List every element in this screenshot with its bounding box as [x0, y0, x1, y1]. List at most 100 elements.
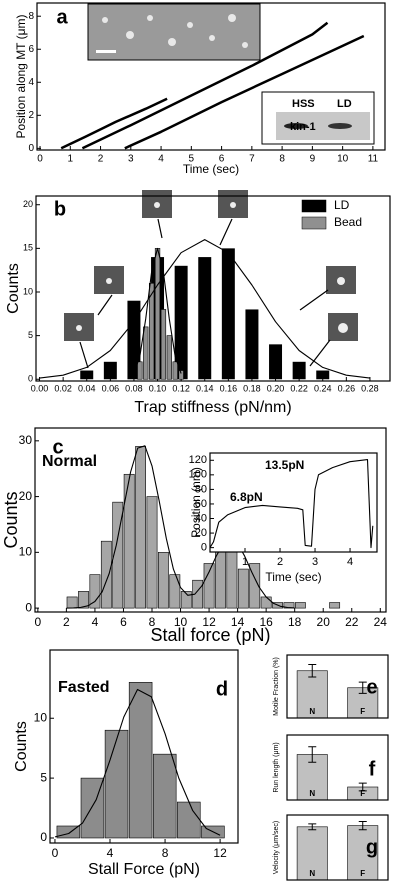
- histogram-bar: [160, 309, 167, 380]
- y-tick-label: 100: [189, 469, 207, 481]
- x-tick-label: 0.08: [125, 383, 143, 393]
- annotation: HSS: [292, 98, 315, 110]
- x-axis-label: Time (sec): [265, 570, 321, 584]
- x-tick-label: 14: [231, 615, 245, 629]
- histogram-bar: [148, 282, 155, 380]
- category-label: F: [360, 789, 365, 798]
- plot-frame: [286, 814, 389, 881]
- annotation: LD: [337, 98, 352, 110]
- y-axis-label: Counts: [13, 721, 30, 772]
- histogram-bar: [178, 370, 184, 380]
- histogram-bar: [203, 563, 215, 609]
- error-bar: [358, 782, 367, 792]
- y-tick-label: 15: [23, 243, 33, 253]
- data-line: [133, 247, 182, 374]
- x-axis-label: Trap stiffness (pN/nm): [134, 399, 291, 416]
- y-axis-label: Position (nm): [189, 467, 203, 538]
- x-tick-label: 0: [37, 154, 43, 165]
- scale-bar: [96, 50, 116, 53]
- x-tick-label: 2: [63, 615, 70, 629]
- x-tick-label: 12: [213, 846, 227, 860]
- y-axis-label: Run length (μm): [273, 742, 280, 792]
- bar: [347, 825, 379, 881]
- category-label: F: [360, 707, 365, 716]
- micrograph-dots: [102, 14, 248, 48]
- x-tick-label: 4: [107, 846, 114, 860]
- micrograph: [87, 3, 261, 61]
- gel-band: [328, 123, 352, 129]
- data-line: [66, 445, 295, 609]
- histogram-bar: [112, 501, 124, 609]
- x-tick-label: 0.22: [290, 383, 308, 393]
- x-tick-label: 1: [68, 154, 74, 165]
- data-line: [60, 97, 168, 150]
- histogram-bar: [172, 361, 178, 380]
- y-tick-label: 2: [28, 110, 34, 121]
- inset-background: [210, 453, 377, 552]
- y-tick-label: 20: [19, 489, 33, 503]
- bar: [80, 370, 94, 380]
- x-tick-label: 16: [259, 615, 273, 629]
- bar: [292, 361, 306, 380]
- bar: [316, 370, 330, 380]
- x-tick-label: 4: [158, 154, 164, 165]
- histogram-bar: [260, 596, 272, 609]
- x-tick-label: 0.14: [196, 383, 214, 393]
- annotation: 13.5pN: [265, 458, 304, 472]
- error-bar: [358, 821, 367, 831]
- panel-label: b: [54, 198, 66, 220]
- histogram-bar: [237, 568, 249, 609]
- annotation: 6.8pN: [230, 490, 263, 504]
- y-tick-label: 60: [195, 498, 207, 510]
- histogram-bar: [143, 326, 149, 380]
- x-tick-label: 1: [242, 556, 248, 568]
- x-tick-label: 4: [347, 556, 353, 568]
- plot-frame: [36, 2, 386, 151]
- bar: [221, 248, 235, 380]
- x-tick-label: 8: [279, 154, 285, 165]
- y-tick-label: 80: [195, 483, 207, 495]
- bar: [127, 300, 141, 380]
- data-line: [209, 459, 374, 549]
- legend-swatch: [301, 216, 327, 230]
- y-tick-label: 0: [28, 374, 33, 384]
- histogram-bar: [78, 591, 89, 609]
- y-tick-label: 0: [201, 542, 207, 554]
- x-tick-label: 0.26: [338, 383, 356, 393]
- legend-swatch: [301, 199, 327, 213]
- y-tick-label: 10: [19, 545, 33, 559]
- x-tick-label: 18: [288, 615, 302, 629]
- y-tick-label: 0: [40, 830, 47, 844]
- bar: [198, 257, 212, 380]
- panel-label: f: [369, 758, 376, 780]
- x-tick-label: 0.16: [220, 383, 238, 393]
- x-tick-label: 9: [310, 154, 316, 165]
- histogram-bar: [158, 552, 169, 609]
- x-tick-label: 2: [98, 154, 104, 165]
- x-axis-label: Stall force (pN): [150, 625, 270, 645]
- legend-label: Bead: [334, 215, 362, 229]
- y-tick-label: 0: [28, 143, 34, 154]
- panel-label: d: [216, 678, 228, 700]
- category-label: N: [309, 789, 315, 798]
- y-tick-label: 30: [19, 433, 33, 447]
- annotation: Normal: [42, 453, 97, 470]
- data-line: [54, 688, 221, 838]
- y-axis-label: Counts: [5, 263, 22, 314]
- y-axis-label: Counts: [1, 491, 21, 548]
- x-tick-label: 6: [219, 154, 225, 165]
- x-tick-label: 8: [149, 615, 156, 629]
- histogram-bar: [123, 473, 135, 609]
- histogram-bar: [166, 335, 172, 380]
- x-tick-label: 11: [368, 154, 379, 165]
- plot-frame: [209, 452, 378, 553]
- x-axis-label: Stall Force (pN): [88, 861, 200, 878]
- panel-label: g: [366, 836, 378, 858]
- x-tick-label: 6: [120, 615, 127, 629]
- x-tick-label: 3: [128, 154, 134, 165]
- x-tick-label: 22: [345, 615, 359, 629]
- y-tick-label: 8: [28, 11, 34, 22]
- histogram-bar: [154, 248, 161, 380]
